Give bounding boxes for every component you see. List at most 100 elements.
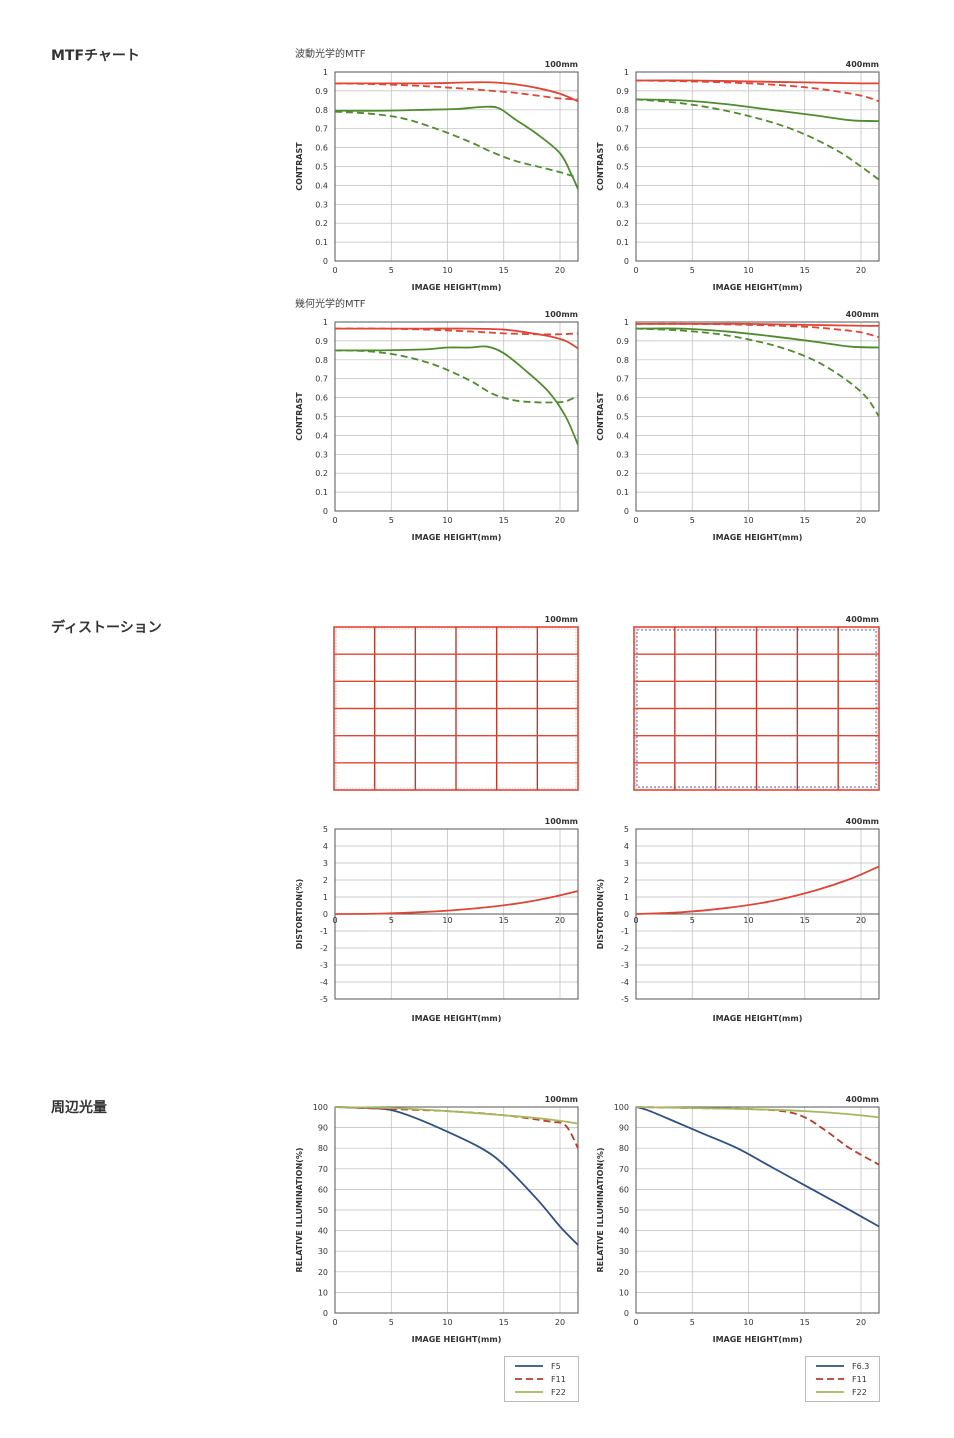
y-tick-label: 0 bbox=[323, 1309, 328, 1318]
corner-label: 100mm bbox=[545, 1095, 578, 1104]
plot-frame bbox=[334, 828, 579, 1000]
y-tick-label: 70 bbox=[318, 1165, 328, 1174]
x-tick-label: 15 bbox=[499, 266, 509, 275]
series-line-red-solid bbox=[334, 890, 579, 915]
y-tick-label: 0 bbox=[323, 507, 328, 516]
x-tick-label: 0 bbox=[633, 916, 638, 925]
corner-label: 400mm bbox=[846, 817, 879, 826]
x-axis-label: IMAGE HEIGHT(mm) bbox=[412, 1014, 502, 1023]
series-line-red-solid bbox=[635, 865, 880, 915]
y-axis-label: CONTRAST bbox=[596, 142, 605, 191]
grid-frame bbox=[333, 626, 579, 791]
series-line-f6-3 bbox=[635, 1106, 880, 1228]
series-line-red-solid bbox=[335, 327, 579, 350]
x-tick-label: 15 bbox=[800, 916, 810, 925]
y-tick-label: 50 bbox=[619, 1206, 629, 1215]
x-tick-label: 10 bbox=[743, 266, 753, 275]
x-tick-label: 10 bbox=[743, 516, 753, 525]
y-tick-label: 0.7 bbox=[616, 125, 629, 134]
x-tick-label: 10 bbox=[743, 916, 753, 925]
gridlines bbox=[335, 1106, 578, 1314]
y-tick-label: 2 bbox=[323, 876, 328, 885]
y-tick-label: -2 bbox=[621, 944, 629, 953]
distortion-grid bbox=[333, 626, 579, 791]
y-tick-label: -5 bbox=[621, 995, 629, 1004]
y-tick-label: 80 bbox=[318, 1144, 328, 1153]
x-tick-label: 0 bbox=[332, 266, 337, 275]
y-tick-label: 0.9 bbox=[315, 337, 328, 346]
corner-label: 400mm bbox=[846, 310, 879, 319]
y-tick-label: 0.7 bbox=[315, 125, 328, 134]
x-tick-label: 5 bbox=[389, 1318, 394, 1327]
y-tick-label: 30 bbox=[318, 1247, 328, 1256]
x-tick-label: 0 bbox=[633, 266, 638, 275]
series-line-green-dashed bbox=[334, 349, 579, 404]
y-tick-label: 0.5 bbox=[315, 413, 328, 422]
y-axis-label: CONTRAST bbox=[295, 142, 304, 191]
y-tick-label: 10 bbox=[619, 1288, 629, 1297]
x-tick-label: 5 bbox=[389, 266, 394, 275]
y-axis-label: DISTORTION(%) bbox=[295, 879, 304, 950]
series-line-f22 bbox=[635, 1106, 880, 1119]
wave-mtf-subtitle: 波動光学的MTF bbox=[295, 49, 366, 60]
series-line-red-dashed bbox=[635, 322, 880, 338]
y-tick-label: -1 bbox=[320, 927, 328, 936]
y-tick-label: 0.2 bbox=[616, 469, 629, 478]
x-axis-label: IMAGE HEIGHT(mm) bbox=[713, 533, 803, 542]
y-tick-label: 0 bbox=[624, 1309, 629, 1318]
x-tick-label: 10 bbox=[442, 266, 452, 275]
x-tick-label: 5 bbox=[690, 516, 695, 525]
y-tick-label: 0.6 bbox=[616, 394, 629, 403]
y-tick-label: 1 bbox=[323, 893, 328, 902]
series-line-f22 bbox=[334, 1106, 579, 1125]
y-tick-label: 0.8 bbox=[616, 356, 629, 365]
x-tick-label: 15 bbox=[800, 1318, 810, 1327]
y-tick-label: 0.5 bbox=[315, 163, 328, 172]
plot-frame bbox=[635, 1106, 880, 1314]
series-line-green-solid bbox=[334, 105, 579, 190]
y-tick-label: 60 bbox=[318, 1185, 328, 1194]
y-tick-label: 1 bbox=[624, 68, 629, 77]
x-tick-label: 0 bbox=[332, 516, 337, 525]
y-tick-label: 20 bbox=[318, 1268, 328, 1277]
y-tick-label: 2 bbox=[624, 876, 629, 885]
y-tick-label: 0 bbox=[624, 910, 629, 919]
y-tick-label: 0.1 bbox=[315, 488, 328, 497]
legend-label: F11 bbox=[551, 1375, 566, 1384]
y-tick-label: 30 bbox=[619, 1247, 629, 1256]
corner-label: 400mm bbox=[846, 1095, 879, 1104]
y-axis-label: CONTRAST bbox=[596, 392, 605, 441]
y-tick-label: 0.7 bbox=[616, 375, 629, 384]
y-tick-label: 0.8 bbox=[315, 106, 328, 115]
x-tick-label: 5 bbox=[389, 916, 394, 925]
series-line-red-dashed bbox=[635, 79, 880, 103]
y-tick-label: 0.9 bbox=[616, 87, 629, 96]
y-tick-label: 3 bbox=[323, 859, 328, 868]
y-tick-label: 90 bbox=[619, 1124, 629, 1133]
ideal-frame bbox=[635, 628, 878, 789]
x-tick-label: 20 bbox=[856, 516, 866, 525]
y-tick-label: 0.3 bbox=[616, 450, 629, 459]
y-tick-label: 5 bbox=[323, 825, 328, 834]
x-tick-label: 20 bbox=[856, 916, 866, 925]
y-tick-label: 1 bbox=[624, 893, 629, 902]
y-tick-label: 1 bbox=[323, 318, 328, 327]
plot-frame bbox=[334, 71, 579, 262]
y-tick-label: 0 bbox=[624, 257, 629, 266]
y-tick-label: 0.4 bbox=[315, 181, 328, 190]
x-axis-label: IMAGE HEIGHT(mm) bbox=[412, 283, 502, 292]
legend-label: F11 bbox=[852, 1375, 867, 1384]
geo-mtf-subtitle: 幾何光学的MTF bbox=[295, 299, 366, 310]
series-line-red-solid bbox=[635, 79, 880, 85]
legend-100: F5 F11 F22 bbox=[504, 1356, 579, 1402]
y-tick-label: 50 bbox=[318, 1206, 328, 1215]
y-tick-label: -1 bbox=[621, 927, 629, 936]
series-line-green-solid bbox=[635, 98, 880, 123]
gridlines bbox=[636, 1106, 879, 1314]
gridlines bbox=[335, 321, 578, 512]
reference-frame bbox=[636, 629, 877, 788]
